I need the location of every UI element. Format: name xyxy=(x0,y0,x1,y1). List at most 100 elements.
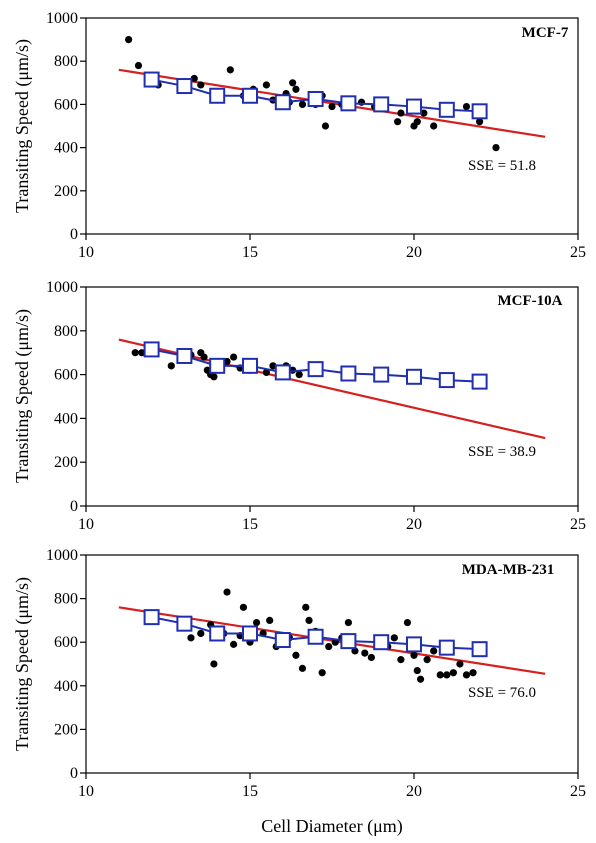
y-tick-label: 400 xyxy=(54,410,78,427)
scatter-point xyxy=(230,353,238,361)
y-tick-label: 0 xyxy=(70,498,78,515)
scatter-point xyxy=(292,651,300,659)
scatter-point xyxy=(492,144,500,152)
y-tick-label: 800 xyxy=(54,323,78,340)
model-marker xyxy=(274,632,291,649)
y-tick-label: 200 xyxy=(54,454,78,471)
model-marker xyxy=(438,101,455,118)
scatter-point xyxy=(226,66,234,74)
x-tick-label: 15 xyxy=(242,244,258,261)
model-group-2 xyxy=(143,341,488,390)
panel-mcf7: 10 15 20 25 0 200 400 600 800 1000 MCF-7 SSE = 5… xyxy=(12,10,586,261)
scatter-point xyxy=(318,669,326,677)
model-marker xyxy=(438,639,455,656)
scatter-point xyxy=(289,79,297,87)
y-tick-label: 200 xyxy=(54,183,78,200)
model-marker xyxy=(143,71,160,88)
x-tick-label: 25 xyxy=(570,783,586,800)
scatter-point xyxy=(469,669,477,677)
plot-frame-1 xyxy=(85,17,579,235)
sse-label-1: SSE = 51.8 xyxy=(468,158,536,174)
scatter-point xyxy=(197,629,205,638)
x-axis-title: Cell Diameter (μm) xyxy=(261,816,403,837)
scatter-point xyxy=(305,616,313,625)
model-marker xyxy=(340,633,357,650)
scatter-point xyxy=(456,660,464,668)
sse-label-3: SSE = 76.0 xyxy=(468,685,536,701)
model-marker xyxy=(143,341,160,358)
scatter-point xyxy=(262,81,270,89)
scatter-point xyxy=(190,74,198,83)
model-marker xyxy=(471,373,488,390)
model-marker xyxy=(209,87,226,104)
model-marker xyxy=(176,347,193,364)
model-marker xyxy=(209,625,226,642)
y-axis-title-3: Transiting Speed (μm/s) xyxy=(12,577,33,751)
model-marker xyxy=(143,609,160,626)
model-marker xyxy=(340,95,357,112)
x-tick-label: 10 xyxy=(78,783,94,800)
scatter-point xyxy=(210,660,218,668)
scatter-point xyxy=(200,353,208,361)
scatter-point xyxy=(344,618,352,627)
x-tick-label: 25 xyxy=(570,516,586,533)
scatter-point xyxy=(292,85,300,93)
model-marker xyxy=(406,98,422,115)
y-tick-label: 600 xyxy=(54,96,78,113)
scatter-point xyxy=(394,118,402,126)
y-tick-label: 0 xyxy=(70,226,78,243)
scatter-point xyxy=(397,109,405,117)
model-marker xyxy=(406,636,422,653)
model-marker xyxy=(406,368,422,385)
y-ticks-2: 0 200 400 600 800 1000 xyxy=(46,279,86,515)
scatter-point xyxy=(138,349,146,357)
scatter-point xyxy=(167,362,175,370)
scatter-point xyxy=(223,588,231,596)
scatter-point xyxy=(269,362,277,370)
y-tick-label: 600 xyxy=(54,367,78,384)
scatter-group-3 xyxy=(187,588,477,683)
scatter-point xyxy=(266,616,274,625)
scatter-point xyxy=(413,666,421,675)
scatter-point xyxy=(197,81,205,89)
scatter-point xyxy=(423,656,431,664)
scatter-point xyxy=(367,653,375,662)
scatter-point xyxy=(252,618,261,627)
scatter-point xyxy=(321,122,330,130)
scatter-point xyxy=(443,671,451,679)
scatter-point xyxy=(397,656,405,664)
model-marker xyxy=(307,628,324,645)
model-marker xyxy=(307,361,324,378)
panel-title-2: MCF-10A xyxy=(498,293,563,309)
scatter-point xyxy=(416,675,425,683)
scatter-point xyxy=(239,603,248,611)
scatter-point xyxy=(295,371,303,379)
y-tick-label: 1000 xyxy=(46,547,78,564)
scatter-point xyxy=(410,651,418,659)
y-tick-label: 400 xyxy=(54,678,78,695)
y-ticks-1: 0 200 400 600 800 1000 xyxy=(46,10,86,243)
scatter-point xyxy=(298,664,307,672)
y-ticks-3: 0 200 400 600 800 1000 xyxy=(46,547,86,782)
scatter-point xyxy=(436,671,444,679)
panel-mdamb231: 10 15 20 25 0 200 400 600 800 1000 MDA-MB-231 SS… xyxy=(12,547,586,837)
x-tick-label: 15 xyxy=(242,516,258,533)
scatter-point xyxy=(298,100,307,108)
y-axis-title-2: Transiting Speed (μm/s) xyxy=(12,309,33,483)
model-marker xyxy=(274,94,291,111)
x-ticks-2: 10 15 20 25 xyxy=(78,506,586,533)
model-marker xyxy=(373,366,390,383)
x-tick-label: 20 xyxy=(406,244,422,261)
plot-frame-2 xyxy=(85,286,579,507)
y-tick-label: 400 xyxy=(54,140,78,157)
model-marker xyxy=(176,615,193,632)
model-marker xyxy=(373,96,390,113)
x-tick-label: 20 xyxy=(406,783,422,800)
scatter-point xyxy=(328,102,336,111)
x-tick-label: 10 xyxy=(78,244,94,261)
scatter-point xyxy=(134,61,143,70)
y-tick-label: 0 xyxy=(70,765,78,782)
scatter-point xyxy=(262,368,270,377)
scatter-point xyxy=(420,109,428,117)
